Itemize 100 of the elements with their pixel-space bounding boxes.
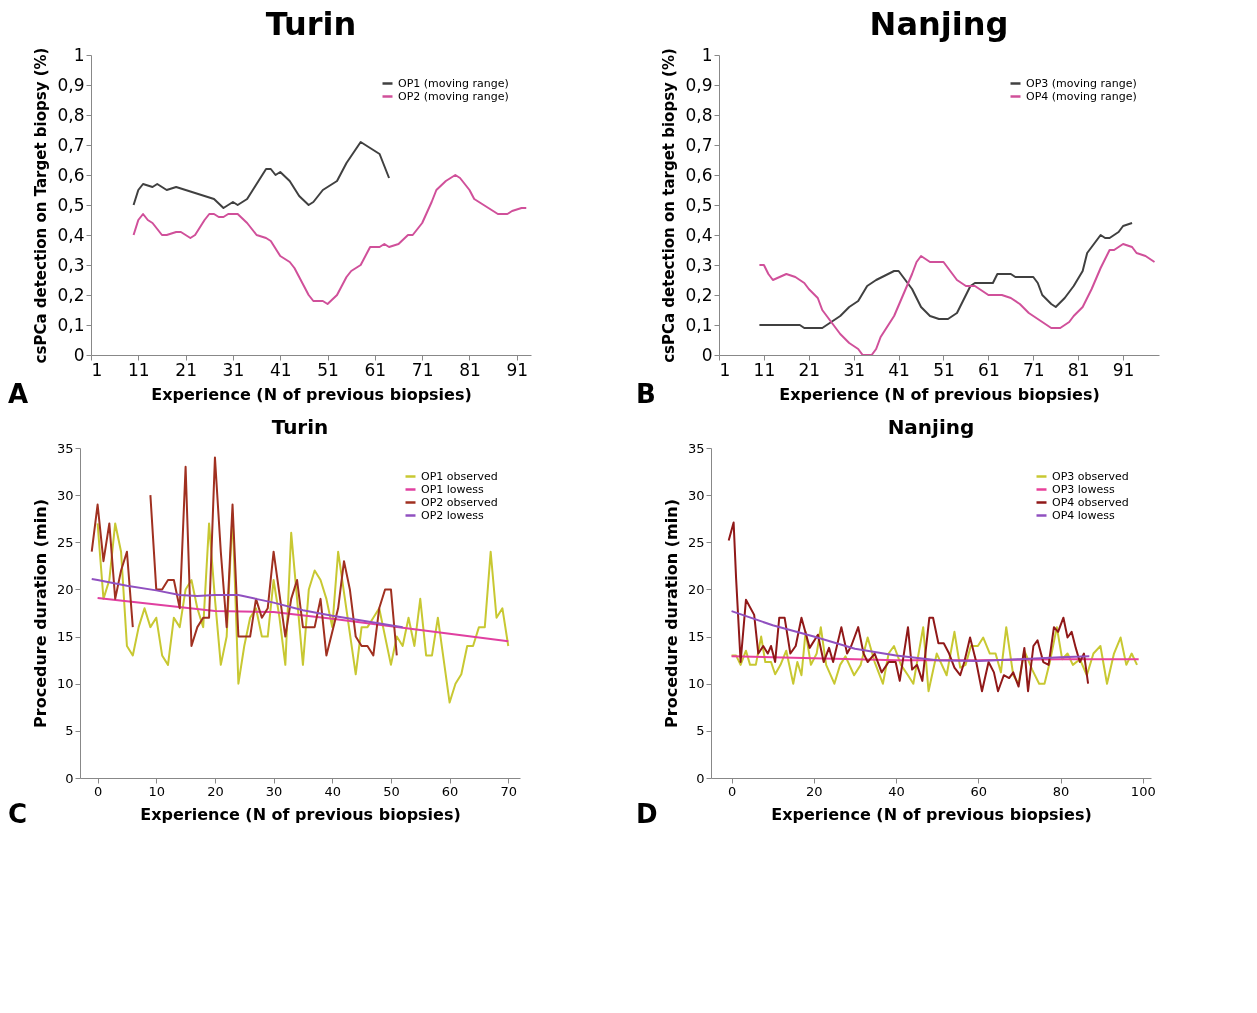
x-tick-label: 0 xyxy=(94,783,103,799)
y-tick-label: 0,5 xyxy=(57,194,85,215)
line-series xyxy=(727,521,1089,693)
x-tick-label: 100 xyxy=(1130,783,1156,799)
legend-label: OP4 (moving range) xyxy=(1025,89,1137,103)
y-axis-title: csPCa detection on target biopsy (%) xyxy=(660,48,679,363)
text: A xyxy=(8,379,29,409)
x-tick-label: 61 xyxy=(977,359,1000,380)
x-tick-label: 41 xyxy=(888,359,910,380)
x-tick-label: 91 xyxy=(1112,359,1135,380)
line-series xyxy=(132,174,528,305)
y-axis-title: Procedure duration (min) xyxy=(31,499,51,728)
y-tick-label: 0,8 xyxy=(57,104,85,125)
y-tick-label: 0,3 xyxy=(57,254,85,275)
x-tick-label: 60 xyxy=(441,783,459,799)
y-tick-label: 0 xyxy=(65,770,74,786)
y-tick-label: 15 xyxy=(57,629,74,645)
y-axis-title: Procedure duration (min) xyxy=(661,499,681,728)
x-tick-label: 71 xyxy=(411,359,434,380)
y-tick-label: 0,6 xyxy=(57,164,85,185)
y-tick-label: 5 xyxy=(65,723,74,739)
legend-label: OP4 lowess xyxy=(1051,508,1115,522)
x-axis-title: Experience (N of previous biopsies) xyxy=(770,804,1092,824)
y-tick-label: 1 xyxy=(701,44,713,65)
x-tick-label: 71 xyxy=(1022,359,1045,380)
x-tick-label: 51 xyxy=(933,359,955,380)
x-axis-title: Experience (N of previous biopsies) xyxy=(779,384,1100,404)
x-tick-label: 81 xyxy=(459,359,481,380)
y-tick-label: 20 xyxy=(57,581,74,597)
x-tick-label: 51 xyxy=(317,359,339,380)
chart-title: Nanjing xyxy=(887,415,974,439)
line-series xyxy=(730,626,1138,693)
y-tick-label: 0 xyxy=(701,344,713,365)
line-series xyxy=(96,596,510,643)
y-tick-label: 0,9 xyxy=(57,74,85,95)
y-tick-label: 35 xyxy=(57,440,74,456)
x-tick-label: 80 xyxy=(1052,783,1069,799)
y-tick-label: 30 xyxy=(57,487,74,503)
y-tick-label: 10 xyxy=(687,676,705,692)
line-series xyxy=(758,243,1156,355)
legend-label: OP1 (moving range) xyxy=(398,76,509,90)
x-tick-label: 21 xyxy=(798,359,820,380)
x-axis-title: Experience (N of previous biopsies) xyxy=(140,804,461,824)
y-tick-label: 0,2 xyxy=(57,284,85,305)
y-tick-label: 0 xyxy=(695,770,705,786)
y-tick-label: 0,4 xyxy=(57,224,85,245)
x-tick-label: 70 xyxy=(500,783,518,799)
legend-label: OP3 observed xyxy=(1051,469,1129,483)
x-tick-label: 30 xyxy=(265,783,283,799)
y-tick-label: 0,7 xyxy=(685,134,713,155)
x-tick-label: 10 xyxy=(148,783,166,799)
y-tick-label: 15 xyxy=(687,629,705,645)
legend-label: OP1 lowess xyxy=(421,482,485,496)
line-series xyxy=(758,222,1133,329)
y-tick-label: 0,2 xyxy=(685,284,713,305)
x-tick-label: 20 xyxy=(207,783,224,799)
y-tick-label: 0,5 xyxy=(685,194,713,215)
x-axis-title: Experience (N of previous biopsies) xyxy=(151,384,472,404)
line-series xyxy=(132,141,391,209)
legend-label: OP1 observed xyxy=(421,469,498,483)
x-tick-label: 31 xyxy=(222,359,245,380)
legend-label: OP2 (moving range) xyxy=(398,89,509,103)
legend-label: OP3 (moving range) xyxy=(1025,76,1137,90)
y-tick-label: 0,1 xyxy=(685,314,713,335)
y-tick-label: 1 xyxy=(73,44,85,65)
chart-title: Turin xyxy=(265,5,357,43)
x-tick-label: 11 xyxy=(128,359,150,380)
y-tick-label: 0,4 xyxy=(685,224,713,245)
x-tick-label: 40 xyxy=(324,783,342,799)
x-tick-label: 20 xyxy=(805,783,823,799)
line-series xyxy=(730,610,1090,663)
x-tick-label: 40 xyxy=(887,783,905,799)
text: B xyxy=(636,379,656,409)
x-tick-label: 31 xyxy=(843,359,865,380)
y-tick-label: 5 xyxy=(695,723,705,739)
y-tick-label: 30 xyxy=(687,487,705,503)
y-tick-label: 0,7 xyxy=(57,134,85,155)
chart-title: Nanjing xyxy=(869,5,1009,43)
y-tick-label: 25 xyxy=(57,534,74,550)
x-tick-label: 21 xyxy=(175,359,198,380)
y-tick-label: 35 xyxy=(687,440,705,456)
y-tick-label: 0 xyxy=(73,344,85,365)
x-tick-label: 1 xyxy=(719,359,731,380)
text: D xyxy=(636,799,658,829)
y-tick-label: 0,6 xyxy=(685,164,713,185)
legend-label: OP4 observed xyxy=(1051,495,1129,509)
x-tick-label: 61 xyxy=(364,359,387,380)
text: C xyxy=(8,799,28,829)
chart-title: Turin xyxy=(271,415,329,439)
x-tick-label: 60 xyxy=(970,783,987,799)
y-tick-label: 10 xyxy=(57,676,74,692)
y-tick-label: 0,3 xyxy=(685,254,713,275)
y-axis-title: csPCa detection on Target biopsy (%) xyxy=(32,47,51,364)
x-tick-label: 81 xyxy=(1067,359,1090,380)
y-tick-label: 0,1 xyxy=(57,314,85,335)
y-tick-label: 20 xyxy=(687,581,705,597)
y-tick-label: 25 xyxy=(687,534,705,550)
x-tick-label: 0 xyxy=(727,783,736,799)
line-series xyxy=(90,578,404,629)
x-tick-label: 50 xyxy=(383,783,400,799)
